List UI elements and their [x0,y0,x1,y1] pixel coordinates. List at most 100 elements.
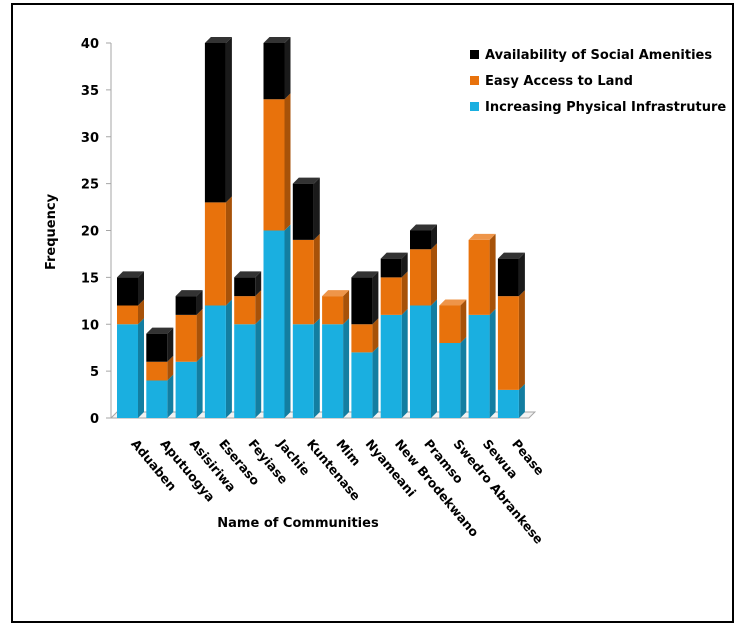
bar-side-availability-of-social-amenities [225,37,232,203]
bar-availability-of-social-amenities [117,277,138,306]
bar-increasing-physical-infrastruture [497,389,519,418]
bar-increasing-physical-infrastruture [439,343,461,418]
bar-top-availability-of-social-amenities [175,290,203,297]
bar-availability-of-social-amenities [175,296,197,315]
bar-easy-access-to-land [292,239,314,325]
bar-side-increasing-physical-infrastruture [196,355,203,418]
bar-easy-access-to-land [204,202,226,306]
legend-swatch-availability-of-social-amenities [470,50,479,59]
bar-side-easy-access-to-land [284,93,291,231]
bar-easy-access-to-land [175,314,197,362]
bar-side-increasing-physical-infrastruture [343,318,350,418]
y-tick-label: 15 [81,271,99,286]
bar-side-increasing-physical-infrastruture [255,318,262,418]
bar-top-availability-of-social-amenities [204,37,232,43]
y-tick-label: 35 [81,84,99,99]
bar-top-availability-of-social-amenities [351,271,379,278]
legend-swatch-increasing-physical-infrastruture [470,102,479,111]
bar-easy-access-to-land [497,296,519,390]
bar-side-easy-access-to-land [313,233,320,325]
bar-availability-of-social-amenities [351,277,373,325]
bar-side-availability-of-social-amenities [518,252,525,297]
bar-top-availability-of-social-amenities [263,37,291,43]
legend: Availability of Social Amenities Easy Acc… [470,48,726,115]
bar-availability-of-social-amenities [234,277,256,297]
bar-increasing-physical-infrastruture [117,324,138,418]
bar-easy-access-to-land [234,296,256,325]
bar-increasing-physical-infrastruture [292,324,314,418]
bar-top-availability-of-social-amenities [234,271,262,278]
y-tick-label: 5 [90,365,99,380]
y-tick-label: 10 [81,318,99,333]
bar-increasing-physical-infrastruture [263,230,285,418]
bar-easy-access-to-land [146,361,168,381]
bar-side-easy-access-to-land [460,299,467,343]
stacked-column-chart: 0510152025303540AduabenAputuogyaAsisiriw… [44,37,726,547]
bar-availability-of-social-amenities [497,258,519,297]
bar-side-availability-of-social-amenities [313,177,320,240]
bar-side-increasing-physical-infrastruture [372,346,379,418]
y-tick-label: 40 [81,37,99,52]
y-tick-label: 0 [90,412,99,427]
bar-side-increasing-physical-infrastruture [489,308,496,418]
bar-top-availability-of-social-amenities [292,177,320,184]
bar-side-availability-of-social-amenities [138,271,144,306]
bar-easy-access-to-land [380,277,402,315]
bar-increasing-physical-infrastruture [410,305,431,418]
y-tick-label: 30 [81,131,99,146]
legend-swatch-easy-access-to-land [470,76,479,85]
bar-availability-of-social-amenities [263,43,285,100]
legend-label-increasing-physical-infrastruture: Increasing Physical Infrastruture [485,100,726,115]
bar-increasing-physical-infrastruture [204,305,226,418]
bar-side-easy-access-to-land [518,290,525,390]
bars-layer [117,37,525,418]
bar-side-easy-access-to-land [167,355,174,381]
bar-increasing-physical-infrastruture [175,361,197,418]
bar-side-availability-of-social-amenities [196,290,203,315]
bar-increasing-physical-infrastruture [351,352,373,418]
bar-availability-of-social-amenities [292,183,314,240]
bar-side-easy-access-to-land [255,290,262,325]
bar-side-increasing-physical-infrastruture [518,383,525,418]
bar-increasing-physical-infrastruture [322,324,344,418]
y-tick-label: 20 [81,225,99,240]
bar-side-easy-access-to-land [343,290,350,325]
bar-easy-access-to-land [263,99,285,231]
bar-side-increasing-physical-infrastruture [460,337,467,418]
bar-side-increasing-physical-infrastruture [138,318,144,418]
bar-top-availability-of-social-amenities [380,252,408,259]
bar-easy-access-to-land [410,249,431,306]
bar-side-increasing-physical-infrastruture [431,299,437,418]
bar-side-availability-of-social-amenities [431,224,437,250]
bar-side-easy-access-to-land [225,196,232,306]
legend-label-easy-access-to-land: Easy Access to Land [485,74,633,89]
bar-side-increasing-physical-infrastruture [284,224,291,418]
bar-easy-access-to-land [439,305,461,343]
bar-side-availability-of-social-amenities [284,37,291,100]
bar-top-availability-of-social-amenities [497,252,525,259]
bar-easy-access-to-land [351,324,373,353]
bar-increasing-physical-infrastruture [234,324,256,418]
bar-side-easy-access-to-land [138,299,144,325]
bar-availability-of-social-amenities [204,43,226,203]
bar-increasing-physical-infrastruture [468,314,490,418]
bar-side-easy-access-to-land [401,271,408,315]
bar-side-increasing-physical-infrastruture [167,374,174,418]
bar-side-easy-access-to-land [489,233,496,315]
bar-side-increasing-physical-infrastruture [401,308,408,418]
bar-top-easy-access-to-land [439,299,467,306]
bar-increasing-physical-infrastruture [146,380,168,418]
bar-top-easy-access-to-land [468,233,496,240]
bar-easy-access-to-land [117,305,138,325]
bar-availability-of-social-amenities [146,333,168,362]
bar-side-easy-access-to-land [431,243,437,306]
bar-easy-access-to-land [322,296,344,325]
bar-side-easy-access-to-land [372,318,379,353]
bar-side-availability-of-social-amenities [372,271,379,325]
bar-availability-of-social-amenities [410,230,431,250]
bar-top-easy-access-to-land [322,290,350,297]
bar-top-availability-of-social-amenities [410,224,437,231]
y-axis-title: Frequency [44,193,59,270]
bar-increasing-physical-infrastruture [380,314,402,418]
bar-side-increasing-physical-infrastruture [313,318,320,418]
